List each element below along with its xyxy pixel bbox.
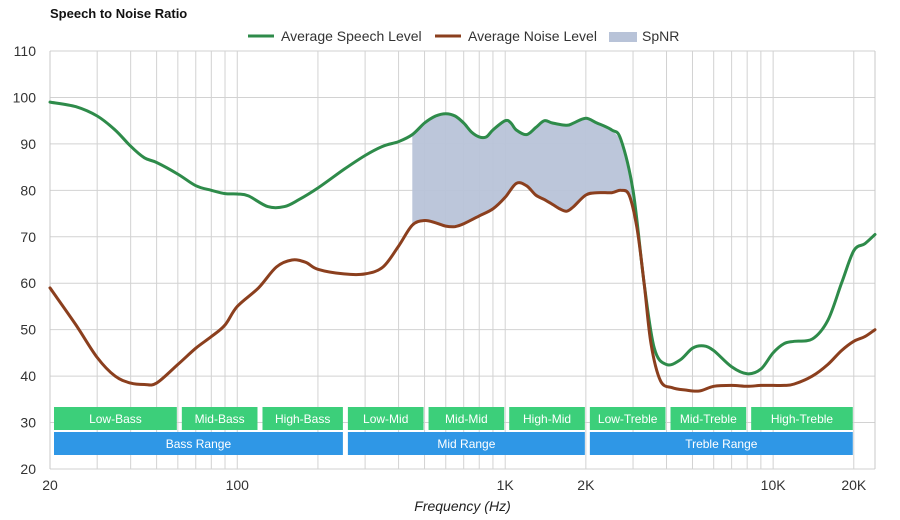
legend-swatch <box>609 32 637 42</box>
band-label: Low-Mid <box>363 412 408 426</box>
band-high-bass: High-Bass <box>262 407 343 430</box>
band-mid-bass: Mid-Bass <box>181 407 258 430</box>
y-tick-label: 110 <box>14 43 37 59</box>
band-label: Bass Range <box>166 437 232 451</box>
band-rect <box>751 407 853 430</box>
y-tick-label: 90 <box>20 136 36 152</box>
legend-item: Average Noise Level <box>435 28 597 44</box>
band-label: Mid-Mid <box>445 412 488 426</box>
band-rect <box>181 407 258 430</box>
y-tick-label: 30 <box>20 415 36 431</box>
band-low-bass: Low-Bass <box>54 407 177 430</box>
x-axis-label: Frequency (Hz) <box>414 498 510 514</box>
y-tick-label: 40 <box>20 368 36 384</box>
legend-item: SpNR <box>609 28 679 44</box>
x-tick-label: 100 <box>226 477 250 493</box>
x-tick-label: 1K <box>497 477 515 493</box>
band-rect <box>347 407 424 430</box>
legend: Average Speech Level Average Noise Level S… <box>248 28 679 44</box>
band-high-treble: High-Treble <box>751 407 853 430</box>
band-label: High-Mid <box>523 412 571 426</box>
y-tick-label: 20 <box>20 461 36 477</box>
speech-level-line <box>48 100 877 376</box>
x-tick-label: 20K <box>841 477 867 493</box>
y-tick-label: 70 <box>20 229 36 245</box>
band-rect <box>589 407 666 430</box>
x-tick-label: 10K <box>761 477 787 493</box>
grid <box>49 50 876 470</box>
band-rect <box>428 407 505 430</box>
legend-label: Average Speech Level <box>281 28 422 44</box>
y-tick-label: 80 <box>20 182 36 198</box>
band-label: Treble Range <box>685 437 758 451</box>
band-label: Low-Bass <box>89 412 142 426</box>
chart-title: Speech to Noise Ratio <box>50 6 188 21</box>
band-high-mid: High-Mid <box>509 407 585 430</box>
y-tick-label: 60 <box>20 275 36 291</box>
legend-label: SpNR <box>642 28 679 44</box>
y-tick-label: 100 <box>13 89 37 105</box>
legend-item: Average Speech Level <box>248 28 422 44</box>
band-rect <box>54 432 343 455</box>
x-tick-label: 2K <box>577 477 595 493</box>
band-treble-range: Treble Range <box>589 432 853 455</box>
x-tick-label: 20 <box>42 477 58 493</box>
noise-level-line <box>48 181 877 393</box>
legend-label: Average Noise Level <box>468 28 597 44</box>
band-label: High-Bass <box>275 412 330 426</box>
band-rect <box>262 407 343 430</box>
band-rect <box>589 432 853 455</box>
band-label: Mid Range <box>437 437 495 451</box>
band-mid-range: Mid Range <box>347 432 585 455</box>
band-rect <box>509 407 585 430</box>
band-low-mid: Low-Mid <box>347 407 424 430</box>
band-rect <box>670 407 747 430</box>
band-low-treble: Low-Treble <box>589 407 666 430</box>
band-label: Low-Treble <box>598 412 658 426</box>
band-bass-range: Bass Range <box>54 432 343 455</box>
band-mid-treble: Mid-Treble <box>670 407 747 430</box>
band-label: Mid-Treble <box>680 412 737 426</box>
spnr-area <box>412 113 637 228</box>
y-tick-label: 50 <box>20 322 36 338</box>
band-label: High-Treble <box>771 412 834 426</box>
band-rect <box>54 407 177 430</box>
band-mid-mid: Mid-Mid <box>428 407 505 430</box>
band-label: Mid-Bass <box>195 412 245 426</box>
band-rect <box>347 432 585 455</box>
